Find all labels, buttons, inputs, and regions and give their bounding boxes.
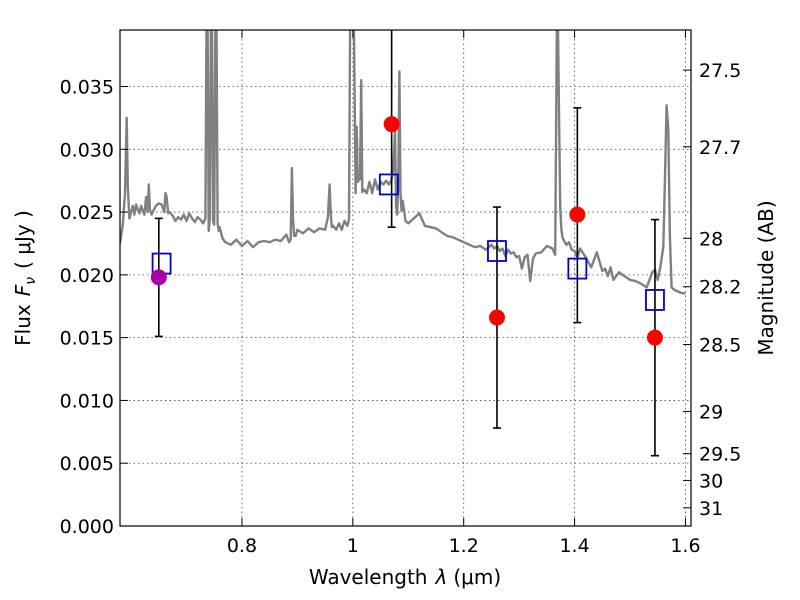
y2-tick-label-7: 30 xyxy=(699,470,723,492)
x-tick-label-3: 1.4 xyxy=(559,535,589,557)
y-axis-title: Flux Fν ( μJy ) xyxy=(11,210,39,346)
y-tick-label-0: 0.000 xyxy=(60,516,114,538)
observed-point-4 xyxy=(646,329,663,346)
model-point-2 xyxy=(487,240,507,262)
observed-point-2 xyxy=(488,309,505,326)
y2-tick-label-1: 27.7 xyxy=(699,137,741,159)
model-point-4 xyxy=(645,289,665,311)
y-tick-label-1: 0.005 xyxy=(60,453,114,475)
y-axis-unit: ( μJy ) xyxy=(11,210,35,269)
x-tick-label-4: 1.6 xyxy=(670,535,700,557)
observed-point-3 xyxy=(569,206,586,223)
y2-tick-label-5: 29 xyxy=(699,401,723,423)
y2-tick-label-0: 27.5 xyxy=(699,60,741,82)
x-tick-label-2: 1.2 xyxy=(449,535,479,557)
x-axis-label: Wavelength xyxy=(309,565,428,589)
y2-tick-label-4: 28.5 xyxy=(699,334,741,356)
y2-tick-label-6: 29.5 xyxy=(699,444,741,466)
model-points xyxy=(151,173,665,311)
y-tick-label-4: 0.020 xyxy=(60,265,114,287)
model-point-3 xyxy=(567,257,588,280)
y2-tick-label-8: 31 xyxy=(699,498,723,520)
y-tick-label-3: 0.015 xyxy=(60,328,114,350)
tick-labels: 0.8 1 1.2 1.4 1.6 0.000 0.005 0.010 0.015 0.020 0.… xyxy=(60,60,742,557)
y2-tick-label-3: 28.2 xyxy=(699,277,741,299)
observed-points xyxy=(150,116,663,346)
x-tick-label-0: 0.8 xyxy=(227,535,257,557)
y2-tick-label-2: 28 xyxy=(699,228,723,250)
spectrum-line xyxy=(120,30,686,295)
x-tick-label-1: 1 xyxy=(347,535,359,557)
model-point-1 xyxy=(378,173,399,196)
axis-ticks xyxy=(120,30,691,527)
y-tick-label-7: 0.035 xyxy=(60,77,114,99)
error-bars xyxy=(154,30,659,457)
y-axis-symbol: F xyxy=(11,284,35,296)
y2-axis-title: Magnitude (AB) xyxy=(754,200,778,355)
template-spectrum xyxy=(120,30,686,295)
x-axis-title: Wavelength λ (μm) xyxy=(309,565,501,589)
y-tick-label-6: 0.030 xyxy=(60,139,114,161)
observed-point-0 xyxy=(150,269,167,286)
y-axis-label: Flux xyxy=(11,304,35,346)
y-axis-subscript: ν xyxy=(23,277,39,285)
plot-frame xyxy=(119,29,692,527)
y-tick-label-5: 0.025 xyxy=(60,202,114,224)
x-axis-unit: (μm) xyxy=(453,565,501,589)
observed-point-1 xyxy=(383,116,400,133)
x-axis-symbol: λ xyxy=(435,565,448,589)
y-tick-label-2: 0.010 xyxy=(60,390,114,412)
